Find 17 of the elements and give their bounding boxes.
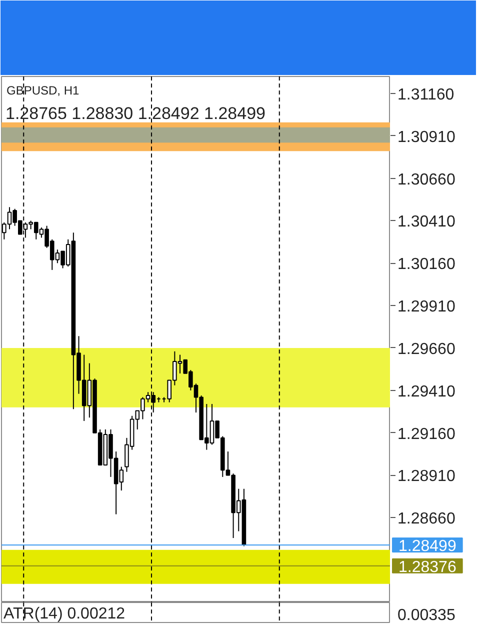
y-tick-label: 1.28910 bbox=[398, 468, 456, 486]
y-tick-label: 1.30410 bbox=[398, 214, 456, 231]
ref-line-label: 1.28499 bbox=[398, 538, 456, 555]
y-tick-label: 1.29910 bbox=[398, 298, 456, 316]
text: GBPUSD, H1 bbox=[6, 84, 80, 98]
y-tick-label: 1.29160 bbox=[398, 426, 456, 443]
y-tick-label: 1.30160 bbox=[398, 256, 456, 274]
y-tick-label: 1.29410 bbox=[398, 383, 456, 400]
y-tick-label: 1.30910 bbox=[398, 128, 456, 146]
ref-line-label: 1.28376 bbox=[398, 558, 456, 576]
y-tick-label: 1.30660 bbox=[398, 171, 456, 188]
y-tick-label: 1.31160 bbox=[398, 86, 454, 104]
text: 0.00335 bbox=[398, 607, 456, 624]
y-tick-label: 1.28660 bbox=[398, 510, 456, 528]
y-tick-label: 1.29660 bbox=[398, 340, 456, 358]
text: ATR(14) 0.00212 bbox=[4, 606, 126, 623]
text: 1.28765 1.28830 1.28492 1.28499 bbox=[6, 104, 266, 123]
